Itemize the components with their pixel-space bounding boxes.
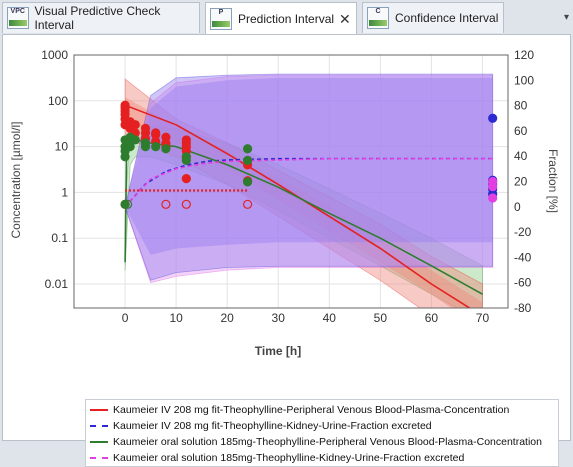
band-outer bbox=[124, 73, 494, 281]
tab-bar: VPC Visual Predictive Check Interval P P… bbox=[0, 0, 573, 35]
y2-tick-label: -20 bbox=[514, 225, 532, 239]
bands bbox=[124, 73, 494, 308]
legend-label: Kaumeier IV 208 mg fit-Theophylline-Kidn… bbox=[113, 419, 432, 432]
x-tick-label: 60 bbox=[425, 311, 439, 325]
observation-point bbox=[243, 144, 253, 154]
observation-point bbox=[181, 174, 191, 184]
y2-tick-label: -40 bbox=[514, 250, 532, 264]
legend-item-blue[interactable]: Kaumeier IV 208 mg fit-Theophylline-Kidn… bbox=[90, 418, 432, 433]
y-tick-label: 1 bbox=[61, 185, 68, 199]
observation-point bbox=[243, 155, 253, 166]
observation-point bbox=[181, 199, 191, 209]
tab-confidence-interval[interactable]: C Confidence Interval bbox=[362, 2, 504, 33]
y2-tick-label: 20 bbox=[514, 175, 528, 189]
tab-vpc[interactable]: VPC Visual Predictive Check Interval bbox=[2, 2, 200, 33]
observation-point bbox=[243, 199, 253, 209]
observation-point bbox=[161, 199, 171, 209]
y2-tick-label: 100 bbox=[514, 73, 534, 87]
y2-tick-label: 80 bbox=[514, 99, 528, 113]
legend-label: Kaumeier oral solution 185mg-Theophyllin… bbox=[113, 451, 465, 464]
band-inner bbox=[125, 77, 493, 255]
y2-tick-label: 60 bbox=[514, 124, 528, 138]
tab-prediction-label: Prediction Interval bbox=[238, 12, 335, 26]
x-tick-label: 50 bbox=[374, 311, 388, 325]
observation-point bbox=[151, 128, 161, 138]
observation-point bbox=[243, 177, 253, 187]
chevron-down-icon[interactable]: ▾ bbox=[563, 12, 569, 23]
axes: 0 10 20 30 40 50 60 700.010.11101001000-80-60-4… bbox=[41, 48, 534, 325]
y2-tick-label: -80 bbox=[514, 301, 532, 315]
y2-tick-label: 40 bbox=[514, 149, 528, 163]
observation-point bbox=[123, 199, 133, 209]
legend-item-green[interactable]: Kaumeier oral solution 185mg-Theophyllin… bbox=[90, 434, 542, 449]
y-tick-label: 100 bbox=[48, 94, 68, 108]
x-tick-label: 0 bbox=[122, 311, 129, 325]
observation-point bbox=[140, 142, 151, 152]
y-tick-label: 0.1 bbox=[51, 231, 68, 245]
band-outer bbox=[124, 124, 483, 308]
x-tick-label: 10 bbox=[169, 311, 183, 325]
y-axis-label: Concentration [µmol/l] bbox=[9, 122, 23, 239]
tab-vpc-label: Visual Predictive Check Interval bbox=[34, 4, 161, 32]
y2-tick-label: 0 bbox=[514, 200, 521, 214]
observation-point bbox=[181, 135, 191, 145]
chart-panel: 0 10 20 30 40 50 60 70 0.01 0.1 1 10 100 1000 -80 -60 -4… bbox=[2, 34, 571, 467]
observation-point bbox=[151, 142, 161, 152]
observation-point bbox=[488, 193, 498, 203]
legend-item-magenta[interactable]: Kaumeier oral solution 185mg-Theophyllin… bbox=[90, 450, 464, 465]
x-tick-label: 40 bbox=[323, 311, 337, 325]
y-tick-label: 10 bbox=[55, 140, 69, 154]
band-outer bbox=[124, 78, 483, 308]
legend-item-red[interactable]: Kaumeier IV 208 mg fit-Theophylline-Peri… bbox=[90, 402, 509, 417]
observation-point bbox=[130, 120, 140, 130]
band-inner bbox=[125, 97, 483, 308]
observation-point bbox=[488, 113, 498, 123]
prediction-icon: P bbox=[210, 8, 232, 30]
y-tick-label: 1000 bbox=[41, 48, 68, 62]
tab-confidence-label: Confidence Interval bbox=[395, 11, 499, 25]
legend-swatch bbox=[90, 424, 108, 427]
observation-point bbox=[130, 135, 140, 145]
chart-svg: 0 10 20 30 40 50 60 700.010.11101001000-80-60-4… bbox=[9, 48, 560, 358]
legend: Kaumeier IV 208 mg fit-Theophylline-Peri… bbox=[85, 399, 559, 467]
y2-tick-label: -60 bbox=[514, 276, 532, 290]
observations bbox=[120, 100, 498, 209]
observation-point bbox=[120, 100, 130, 110]
confidence-icon: C bbox=[367, 7, 389, 29]
observation-point bbox=[140, 123, 151, 133]
observation-point bbox=[125, 142, 135, 152]
band-outer bbox=[124, 74, 494, 284]
close-icon[interactable]: ✕ bbox=[339, 11, 351, 27]
observation-point bbox=[181, 155, 191, 166]
observation-point bbox=[488, 181, 498, 192]
x-tick-label: 20 bbox=[220, 311, 234, 325]
plot-frame bbox=[73, 54, 509, 309]
tab-prediction-interval[interactable]: P Prediction Interval ✕ bbox=[205, 2, 357, 35]
legend-label: Kaumeier oral solution 185mg-Theophyllin… bbox=[113, 435, 542, 448]
legend-swatch bbox=[90, 408, 108, 411]
observation-point bbox=[161, 132, 171, 142]
series-line bbox=[124, 157, 493, 208]
vpc-icon: VPC bbox=[7, 7, 29, 29]
legend-label: Kaumeier IV 208 mg fit-Theophylline-Peri… bbox=[113, 403, 510, 416]
observation-point bbox=[120, 199, 130, 209]
observation-point bbox=[161, 144, 171, 154]
x-axis-label: Time [h] bbox=[255, 344, 301, 358]
x-tick-label: 70 bbox=[476, 311, 490, 325]
y2-tick-label: 120 bbox=[514, 48, 534, 62]
legend-swatch bbox=[90, 456, 108, 459]
y2-axis-label: Fraction [%] bbox=[546, 149, 560, 213]
x-tick-label: 30 bbox=[272, 311, 286, 325]
y-tick-label: 0.01 bbox=[45, 277, 69, 291]
